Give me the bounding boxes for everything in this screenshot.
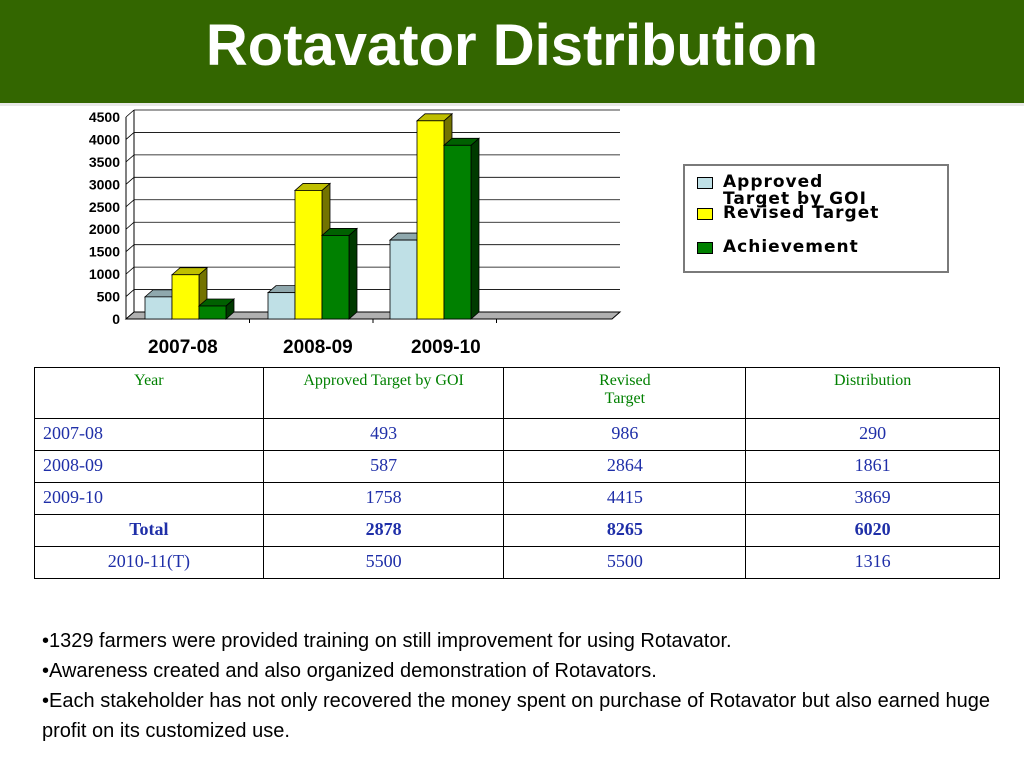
col-header-year: Year <box>34 367 264 419</box>
chart-legend: Approved Target by GOI Revised Target Ac… <box>683 164 949 273</box>
bar <box>416 120 445 320</box>
legend-label-revised: Revised Target <box>723 203 880 223</box>
col-header-distribution: Distribution <box>745 367 1000 419</box>
bullet-list: •1329 farmers were provided training on … <box>42 626 990 746</box>
legend-label-achievement: Achievement <box>723 237 859 257</box>
legend-swatch-achievement <box>697 242 713 254</box>
cell-revised: 8265 <box>503 514 747 547</box>
cell-revised: 986 <box>503 418 747 451</box>
cell-distribution: 290 <box>745 418 1000 451</box>
cell-approved: 1758 <box>262 482 505 515</box>
bar <box>198 305 227 320</box>
gridline-side <box>125 154 135 163</box>
cell-approved: 2878 <box>262 514 505 547</box>
legend-swatch-revised <box>697 208 713 220</box>
bar-chart: 0 500 1000 1500 2000 2500 3000 3500 4000 4500 <box>89 109 622 327</box>
bar-side <box>470 137 480 320</box>
bar <box>294 190 323 320</box>
y-tick-label: 2000 <box>89 221 120 237</box>
gridline-side <box>125 289 135 297</box>
cell-revised: 5500 <box>503 546 747 579</box>
gridline-side <box>125 266 135 275</box>
x-tick-label: 2007-08 <box>148 337 218 358</box>
y-tick-label: 4000 <box>89 131 120 147</box>
y-tick-label: 1000 <box>89 266 120 282</box>
gridline-side <box>125 199 135 208</box>
col-header-revised-line2: Target <box>604 390 646 407</box>
distribution-table: Year Approved Target by GOI Revised Targ… <box>34 367 1000 579</box>
y-tick-label: 500 <box>97 289 121 305</box>
y-tick-label: 1500 <box>89 244 120 260</box>
bullet-item: •1329 farmers were provided training on … <box>42 630 732 652</box>
y-tick-label: 3000 <box>89 176 120 192</box>
col-header-revised: Revised Target <box>503 367 747 419</box>
x-tick-label: 2009-10 <box>411 337 481 358</box>
y-tick-label: 0 <box>112 311 120 327</box>
bar <box>144 296 173 320</box>
cell-revised: 4415 <box>503 482 747 515</box>
cell-year: 2007-08 <box>34 418 264 451</box>
slide-title: Rotavator Distribution <box>205 13 819 78</box>
cell-year: Total <box>34 514 264 547</box>
gridline-side <box>125 244 135 252</box>
cell-approved: 587 <box>262 450 505 483</box>
cell-approved: 5500 <box>262 546 505 579</box>
cell-distribution: 3869 <box>745 482 1000 515</box>
y-tick-label: 4500 <box>89 109 120 125</box>
table-total-row: Total 2878 8265 6020 <box>34 514 1000 547</box>
table-header-row: Year Approved Target by GOI Revised Targ… <box>34 367 1000 419</box>
col-header-approved: Approved Target by GOI <box>262 367 505 419</box>
table-row: 2008-09 587 2864 1861 <box>34 450 1000 483</box>
table-row: 2007-08 493 986 290 <box>34 418 1000 451</box>
cell-distribution: 1316 <box>745 546 1000 579</box>
title-bar: Rotavator Distribution <box>0 0 1024 106</box>
gridline-side <box>125 221 135 230</box>
table-row: 2009-10 1758 4415 3869 <box>34 482 1000 515</box>
bar-side <box>348 227 358 320</box>
bullet-item: •Each stakeholder has not only recovered… <box>42 690 990 742</box>
bar <box>389 239 418 320</box>
y-tick-label: 2500 <box>89 199 120 215</box>
gridline-side <box>125 177 135 185</box>
gridline-side <box>125 132 135 140</box>
col-header-revised-line1: Revised <box>599 372 651 389</box>
bar <box>267 292 296 320</box>
cell-approved: 493 <box>262 418 505 451</box>
legend-label-approved-line1: Approved <box>723 172 824 192</box>
gridline-side <box>125 109 135 118</box>
cell-year: 2008-09 <box>34 450 264 483</box>
bar <box>443 144 472 320</box>
cell-year: 2009-10 <box>34 482 264 515</box>
legend-swatch-approved <box>697 177 713 189</box>
cell-distribution: 6020 <box>745 514 1000 547</box>
cell-revised: 2864 <box>503 450 747 483</box>
x-tick-label: 2008-09 <box>283 337 353 358</box>
y-tick-label: 3500 <box>89 154 120 170</box>
cell-year: 2010-11(T) <box>34 546 264 579</box>
cell-distribution: 1861 <box>745 450 1000 483</box>
bar <box>321 235 350 320</box>
bar <box>171 274 200 320</box>
bullet-item: •Awareness created and also organized de… <box>42 660 657 682</box>
legend-label-approved: Approved Target by GOI <box>723 174 867 208</box>
table-row: 2010-11(T) 5500 5500 1316 <box>34 546 1000 579</box>
legend-label-approved-line2: Target by GOI <box>723 189 867 209</box>
